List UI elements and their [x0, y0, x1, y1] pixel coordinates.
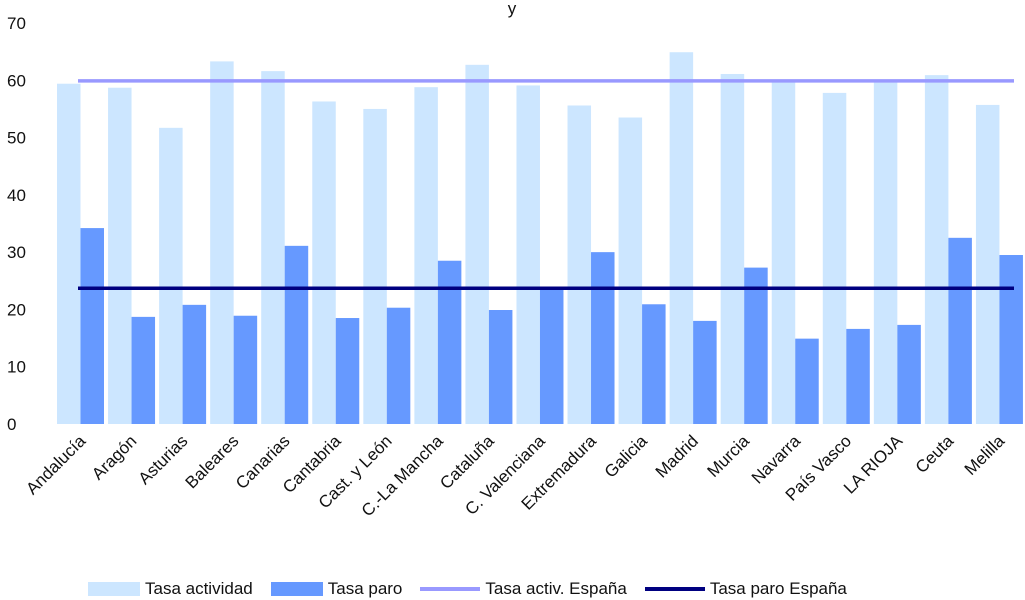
bar-tasa-actividad-canarias: [261, 71, 285, 425]
bar-tasa-actividad-extremadura: [567, 105, 592, 425]
bar-tasa-actividad-andalucia: [57, 83, 81, 425]
legend-swatch-tasa-actividad: [88, 582, 140, 596]
bar-tasa-actividad-madrid: [669, 52, 694, 425]
legend: Tasa actividad Tasa paro Tasa activ. Esp…: [88, 578, 865, 600]
x-tick-label: Galicia: [601, 431, 652, 482]
legend-label-tasa-actividad: Tasa actividad: [145, 579, 253, 598]
legend-item-tasa-paro-espana: Tasa paro España: [644, 579, 847, 599]
bars: [57, 52, 1023, 425]
y-tick-label: 10: [7, 358, 26, 377]
bar-tasa-actividad-c-la-mancha: [414, 87, 438, 424]
bar-tasa-actividad-ceuta: [924, 75, 949, 424]
x-tick-label: Andalucía: [22, 431, 89, 498]
legend-item-tasa-paro: Tasa paro: [270, 579, 403, 599]
bar-tasa-actividad-cataluna: [465, 64, 489, 424]
x-tick-label: Madrid: [652, 431, 702, 481]
bar-tasa-actividad-baleares: [210, 61, 234, 424]
bar-tasa-paro-galicia: [642, 304, 666, 424]
y-tick-label: 20: [7, 300, 26, 319]
bar-tasa-paro-madrid: [693, 320, 717, 424]
x-tick-label: Baleares: [182, 431, 243, 492]
bar-tasa-paro-navarra: [795, 338, 819, 424]
bar-tasa-actividad-melilla: [975, 104, 1000, 424]
bar-tasa-actividad-la-rioja: [873, 82, 898, 424]
bar-tasa-paro-c-la-mancha: [437, 260, 462, 424]
bar-tasa-paro-cataluna: [488, 310, 513, 424]
bar-tasa-paro-murcia: [744, 267, 768, 424]
bar-tasa-paro-extremadura: [591, 252, 615, 424]
x-tick-label: Melilla: [961, 431, 1009, 479]
legend-item-tasa-activ-espana: Tasa activ. España: [420, 579, 627, 599]
reference-lines: [78, 79, 1014, 290]
bar-tasa-paro-asturias: [182, 304, 207, 424]
bar-tasa-actividad-cantabria: [312, 101, 336, 424]
chart-title: y: [508, 0, 517, 18]
bar-tasa-paro-andalucia: [80, 228, 104, 424]
bar-tasa-actividad-pais-vasco: [822, 92, 847, 424]
x-tick-label: Aragón: [88, 431, 140, 483]
y-tick-label: 40: [7, 186, 26, 205]
x-tick-label: Ceuta: [912, 431, 958, 477]
legend-swatch-tasa-paro: [270, 582, 323, 596]
y-axis: 0 10 20 30 40 50 60 70: [7, 14, 26, 434]
legend-item-tasa-actividad: Tasa actividad: [88, 579, 253, 599]
bar-tasa-paro-canarias: [284, 245, 309, 424]
bar-tasa-paro-melilla: [999, 255, 1023, 424]
bar-tasa-actividad-murcia: [720, 73, 745, 424]
y-tick-label: 60: [7, 71, 26, 90]
bar-tasa-paro-ceuta: [948, 237, 972, 424]
bar-tasa-actividad-navarra: [771, 81, 796, 424]
bar-tasa-paro-aragon: [131, 316, 156, 424]
bar-tasa-paro-la-rioja: [897, 324, 921, 424]
x-tick-label: Murcia: [704, 431, 754, 481]
legend-label-tasa-paro-espana: Tasa paro España: [709, 579, 847, 598]
bar-tasa-actividad-c-valenciana: [516, 85, 540, 424]
bar-tasa-paro-pais-vasco: [846, 328, 870, 424]
y-tick-label: 30: [7, 243, 26, 262]
y-tick-label: 50: [7, 129, 26, 148]
bar-tasa-actividad-asturias: [159, 127, 183, 424]
bar-tasa-paro-cantabria: [335, 318, 360, 424]
y-tick-label: 70: [7, 14, 26, 33]
y-tick-label: 0: [7, 415, 16, 434]
bar-tasa-paro-c-valenciana: [539, 286, 564, 424]
x-axis: AndalucíaAragónAsturiasBalearesCanariasC…: [22, 431, 1008, 520]
legend-label-tasa-activ-espana: Tasa activ. España: [485, 579, 627, 598]
legend-line-tasa-activ-espana: [420, 587, 481, 591]
legend-label-tasa-paro: Tasa paro: [327, 579, 403, 598]
bar-tasa-actividad-cast-y-leon: [363, 108, 387, 424]
bar-tasa-paro-cast-y-leon: [386, 307, 411, 424]
bar-tasa-actividad-galicia: [618, 117, 643, 425]
bar-tasa-paro-baleares: [233, 315, 258, 424]
bar-tasa-actividad-aragon: [108, 87, 132, 425]
legend-line-tasa-paro-espana: [644, 587, 705, 591]
